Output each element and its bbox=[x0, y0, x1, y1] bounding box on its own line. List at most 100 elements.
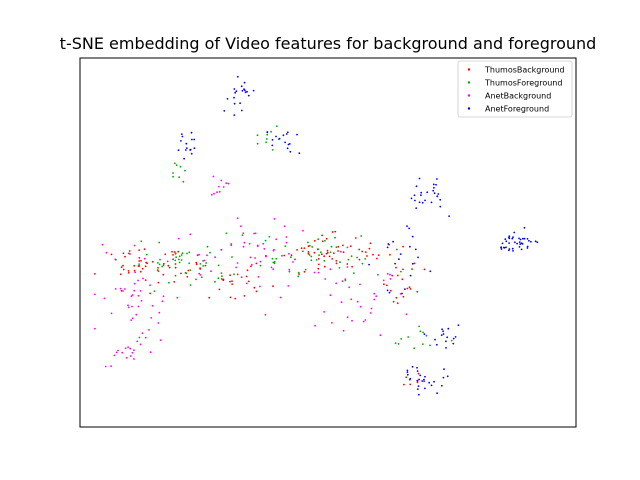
scatter-point bbox=[263, 248, 266, 250]
scatter-point bbox=[294, 258, 296, 261]
scatter-point bbox=[315, 259, 318, 261]
scatter-point bbox=[120, 266, 123, 269]
scatter-point bbox=[334, 236, 336, 239]
scatter-point bbox=[335, 282, 338, 285]
scatter-point bbox=[297, 275, 300, 278]
scatter-point bbox=[139, 270, 142, 273]
scatter-point bbox=[135, 313, 138, 316]
scatter-point bbox=[171, 250, 173, 253]
scatter-point bbox=[526, 247, 529, 249]
scatter-point bbox=[168, 266, 171, 269]
scatter-point bbox=[389, 278, 392, 280]
scatter-point bbox=[300, 247, 303, 250]
scatter-point bbox=[195, 278, 197, 281]
scatter-point bbox=[320, 253, 323, 256]
scatter-point bbox=[339, 261, 341, 264]
scatter-point bbox=[203, 259, 206, 262]
scatter-point bbox=[131, 305, 133, 308]
scatter-point bbox=[356, 300, 359, 303]
scatter-point bbox=[271, 139, 274, 141]
scatter-point bbox=[413, 262, 416, 265]
scatter-point bbox=[129, 253, 131, 255]
scatter-point bbox=[231, 283, 234, 285]
scatter-point bbox=[296, 249, 298, 251]
scatter-point bbox=[146, 262, 149, 265]
scatter-point bbox=[254, 232, 257, 235]
scatter-point bbox=[329, 268, 332, 271]
scatter-point bbox=[419, 330, 422, 333]
scatter-point bbox=[185, 142, 188, 145]
scatter-point bbox=[310, 255, 313, 258]
scatter-point bbox=[188, 262, 191, 265]
scatter-point bbox=[297, 271, 300, 274]
scatter-point bbox=[423, 378, 425, 381]
scatter-point bbox=[504, 238, 507, 241]
scatter-point bbox=[514, 241, 516, 244]
scatter-point bbox=[181, 135, 184, 138]
scatter-point bbox=[270, 130, 272, 133]
scatter-point bbox=[528, 239, 530, 242]
scatter-point bbox=[405, 376, 408, 379]
scatter-point bbox=[290, 256, 292, 258]
scatter-point bbox=[518, 241, 521, 244]
scatter-point bbox=[120, 289, 123, 292]
scatter-point bbox=[127, 306, 130, 309]
scatter-point bbox=[534, 240, 537, 243]
scatter-point bbox=[323, 311, 325, 313]
scatter-point bbox=[186, 147, 188, 150]
scatter-point bbox=[133, 269, 136, 272]
scatter-point bbox=[230, 244, 233, 247]
scatter-point bbox=[162, 262, 165, 265]
scatter-point bbox=[115, 351, 118, 354]
scatter-point bbox=[416, 366, 418, 369]
scatter-point bbox=[271, 257, 274, 260]
scatter-point bbox=[124, 347, 127, 350]
scatter-point bbox=[445, 347, 447, 349]
scatter-point bbox=[210, 193, 213, 196]
scatter-point bbox=[149, 284, 151, 286]
legend-label: AnetForeground bbox=[485, 105, 549, 114]
scatter-point bbox=[426, 191, 429, 194]
scatter-point bbox=[133, 349, 135, 351]
scatter-point bbox=[110, 365, 112, 368]
scatter-point bbox=[433, 186, 435, 189]
scatter-point bbox=[225, 232, 228, 235]
scatter-point bbox=[178, 261, 181, 264]
scatter-point bbox=[236, 217, 239, 220]
scatter-point bbox=[434, 338, 436, 341]
scatter-point bbox=[361, 262, 364, 265]
scatter-point bbox=[122, 290, 124, 292]
scatter-point bbox=[210, 270, 212, 273]
scatter-point bbox=[243, 88, 245, 91]
scatter-point bbox=[246, 90, 248, 93]
scatter-point bbox=[364, 258, 367, 260]
scatter-point bbox=[432, 183, 435, 186]
scatter-point bbox=[161, 300, 164, 303]
scatter-point bbox=[372, 253, 374, 256]
scatter-point bbox=[240, 276, 243, 279]
scatter-point bbox=[172, 172, 174, 174]
scatter-point bbox=[317, 271, 320, 274]
scatter-point bbox=[430, 384, 433, 387]
scatter-point bbox=[370, 307, 373, 310]
scatter-point bbox=[422, 343, 424, 345]
scatter-point bbox=[129, 355, 132, 357]
scatter-point bbox=[213, 192, 215, 195]
scatter-point bbox=[516, 242, 518, 245]
scatter-point bbox=[323, 259, 326, 262]
scatter-point bbox=[174, 252, 177, 255]
scatter-point bbox=[231, 256, 233, 258]
scatter-point bbox=[452, 337, 455, 340]
scatter-point bbox=[285, 241, 288, 244]
scatter-point bbox=[157, 262, 159, 264]
scatter-point bbox=[127, 346, 129, 348]
scatter-point bbox=[217, 277, 220, 280]
scatter-point bbox=[428, 381, 431, 384]
scatter-point bbox=[249, 256, 252, 259]
scatter-point bbox=[226, 98, 229, 100]
scatter-point bbox=[404, 288, 406, 290]
scatter-point bbox=[356, 256, 358, 259]
scatter-point bbox=[273, 218, 276, 220]
scatter-point bbox=[317, 267, 320, 270]
scatter-point bbox=[406, 225, 408, 228]
